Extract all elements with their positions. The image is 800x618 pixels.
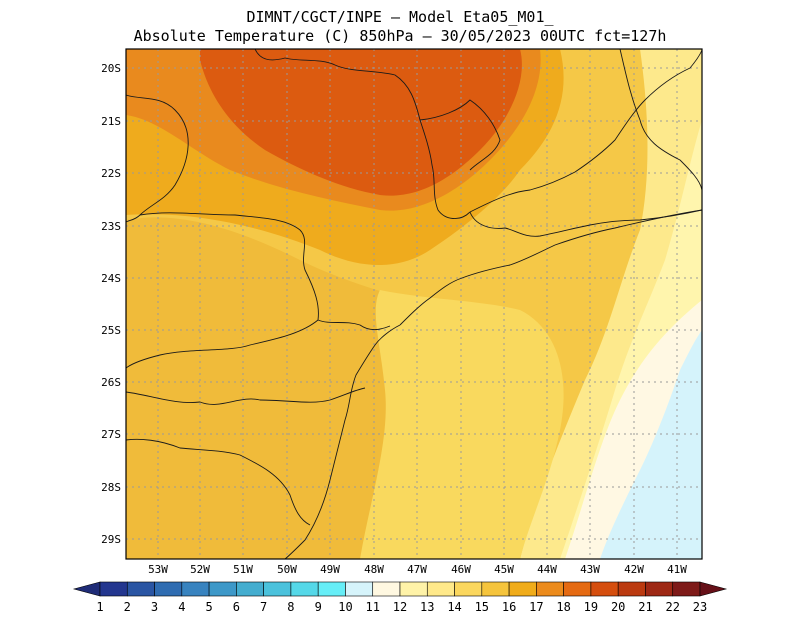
colorbar-swatch [126,581,155,597]
longitude-axis: 53W 52W 51W 50W 49W 48W 47W 46W 45W 44W … [148,563,687,576]
lon-tick-label: 47W [407,563,427,576]
colorbar-swatch [454,581,483,597]
colorbar-label: 10 [338,600,352,614]
temp-zone-18 [200,49,522,196]
lon-tick-label: 44W [537,563,557,576]
lon-tick-label: 49W [320,563,340,576]
colorbar-label: 3 [151,600,158,614]
lat-tick-label: 23S [101,220,121,233]
lat-lon-grid [126,49,702,559]
colorbar-label: 20 [611,600,625,614]
colorbar-swatch [672,581,701,597]
lon-tick-label: 50W [277,563,297,576]
temperature-map [126,49,702,559]
lat-tick-label: 26S [101,376,121,389]
map-frame [125,48,703,560]
colorbar-swatch [645,581,674,597]
colorbar-label: 21 [638,600,652,614]
colorbar-swatch [617,581,646,597]
lat-tick-label: 29S [101,533,121,546]
lon-tick-label: 46W [451,563,471,576]
colorbar-label: 23 [693,600,707,614]
colorbar-label: 14 [447,600,461,614]
lon-tick-label: 53W [148,563,168,576]
colorbar-swatch [481,581,510,597]
colorbar-label: 2 [124,600,131,614]
lon-tick-label: 51W [233,563,253,576]
colorbar-swatch [563,581,592,597]
colorbar-legend: 1 2 3 4 5 6 7 8 9 10 11 12 13 14 15 16 17 18 19 20 21 22 23 [72,581,728,614]
colorbar-swatch [372,581,401,597]
colorbar-label: 22 [666,600,680,614]
colorbar-swatch [99,581,128,597]
colorbar-label: 5 [205,600,212,614]
colorbar-label: 4 [178,600,185,614]
lat-tick-label: 22S [101,167,121,180]
lon-tick-label: 42W [624,563,644,576]
colorbar-swatch [508,581,537,597]
colorbar-swatch [590,581,619,597]
lon-tick-label: 48W [364,563,384,576]
lon-tick-label: 41W [667,563,687,576]
lon-tick-label: 43W [580,563,600,576]
colorbar-left-arrow [72,581,101,597]
colorbar-swatch [290,581,319,597]
colorbar-swatch [208,581,237,597]
colorbar-label: 19 [584,600,598,614]
colorbar-swatch [154,581,183,597]
lon-tick-label: 45W [494,563,514,576]
colorbar-swatch [236,581,264,597]
colorbar-label: 13 [420,600,434,614]
lat-tick-label: 24S [101,272,121,285]
colorbar-label: 16 [502,600,516,614]
colorbar-label: 7 [260,600,267,614]
colorbar-label: 15 [475,600,489,614]
colorbar-swatch [536,581,564,597]
colorbar-right-arrow [699,581,728,597]
colorbar-swatch [181,581,210,597]
temp-zone-10 [600,330,702,559]
title-line-1: DIMNT/CGCT/INPE – Model Eta05_M01_ [246,8,554,26]
colorbar-label: 9 [315,600,322,614]
colorbar-label: 6 [233,600,240,614]
lat-tick-label: 21S [101,115,121,128]
lat-tick-label: 27S [101,428,121,441]
title-line-2: Absolute Temperature (C) 850hPa – 30/05/… [134,27,667,45]
colorbar-label: 11 [366,600,380,614]
lat-tick-label: 20S [101,62,121,75]
temp-zone-14 [360,290,564,559]
colorbar-swatch [263,581,292,597]
lat-tick-label: 28S [101,481,121,494]
lon-tick-label: 52W [190,563,210,576]
latitude-axis: 20S 21S 22S 23S 24S 25S 26S 27S 28S 29S [101,62,121,546]
colorbar-label: 12 [393,600,407,614]
colorbar-swatch [426,581,455,597]
colorbar-swatch [399,581,428,597]
colorbar-label: 18 [556,600,570,614]
political-borders [126,49,702,559]
colorbar-swatch [345,581,374,597]
colorbar-swatch [317,581,346,597]
colorbar-label: 17 [529,600,543,614]
colorbar-label: 8 [287,600,294,614]
lat-tick-label: 25S [101,324,121,337]
colorbar-label: 1 [96,600,103,614]
